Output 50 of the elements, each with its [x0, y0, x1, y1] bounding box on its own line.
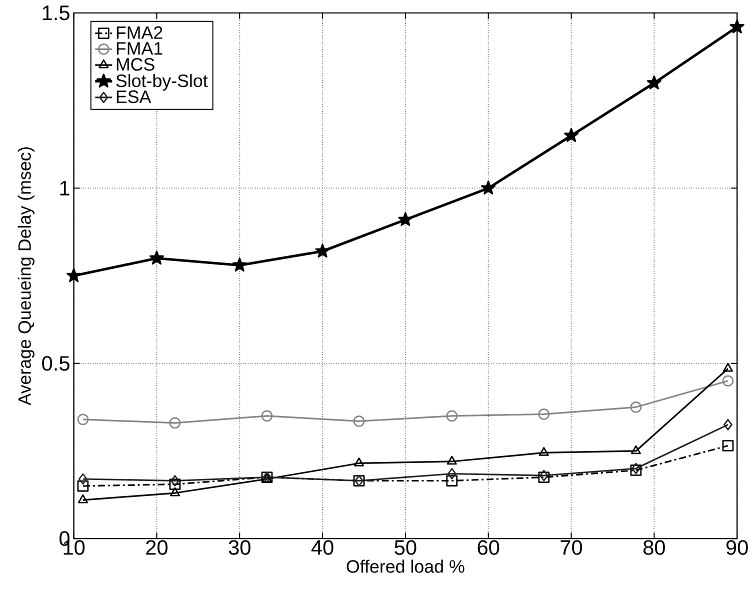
legend-label: Slot-by-Slot — [116, 74, 208, 90]
y-tick-label: 0.5 — [42, 356, 70, 371]
y-tick-label: 1 — [60, 180, 70, 196]
x-tick-label: 90 — [726, 540, 748, 555]
x-tick-label: 20 — [146, 540, 168, 555]
point — [77, 414, 89, 425]
point — [538, 446, 549, 456]
point — [538, 408, 550, 420]
x-axis-title: Offered load % — [346, 559, 464, 573]
point — [261, 410, 273, 422]
legend-label: FMA1 — [116, 42, 162, 54]
point — [481, 180, 496, 194]
point — [630, 445, 641, 454]
x-tick-label: 80 — [643, 540, 665, 555]
legend-label: FMA2 — [116, 26, 162, 39]
x-tick-label: 70 — [560, 540, 582, 555]
point — [564, 128, 579, 142]
point — [446, 410, 458, 422]
point — [722, 374, 734, 386]
point — [630, 401, 642, 413]
point — [170, 487, 180, 496]
legend-label: ESA — [116, 90, 152, 103]
point — [730, 19, 744, 34]
x-tick-label: 50 — [394, 540, 416, 555]
point — [169, 417, 181, 428]
point — [77, 480, 89, 492]
y-tick-label: 1.5 — [42, 5, 70, 20]
legend-label: MCS — [116, 58, 154, 71]
point — [446, 456, 457, 464]
point — [78, 494, 88, 504]
x-tick-label: 40 — [311, 540, 334, 555]
y-axis-title: Average Queueing Delay (msec) — [18, 147, 34, 406]
point — [722, 440, 734, 452]
point — [447, 468, 456, 480]
point — [353, 415, 365, 427]
point — [169, 478, 181, 490]
point — [149, 250, 164, 264]
point — [66, 268, 82, 282]
point — [315, 243, 330, 258]
point — [398, 212, 413, 226]
x-tick-label: 30 — [228, 540, 250, 555]
point — [646, 75, 662, 90]
point — [170, 474, 180, 486]
point — [232, 257, 247, 272]
point — [354, 457, 364, 466]
x-tick-label: 60 — [478, 540, 500, 555]
point — [446, 474, 458, 486]
point — [78, 473, 88, 484]
point — [724, 418, 732, 430]
point — [722, 362, 733, 372]
